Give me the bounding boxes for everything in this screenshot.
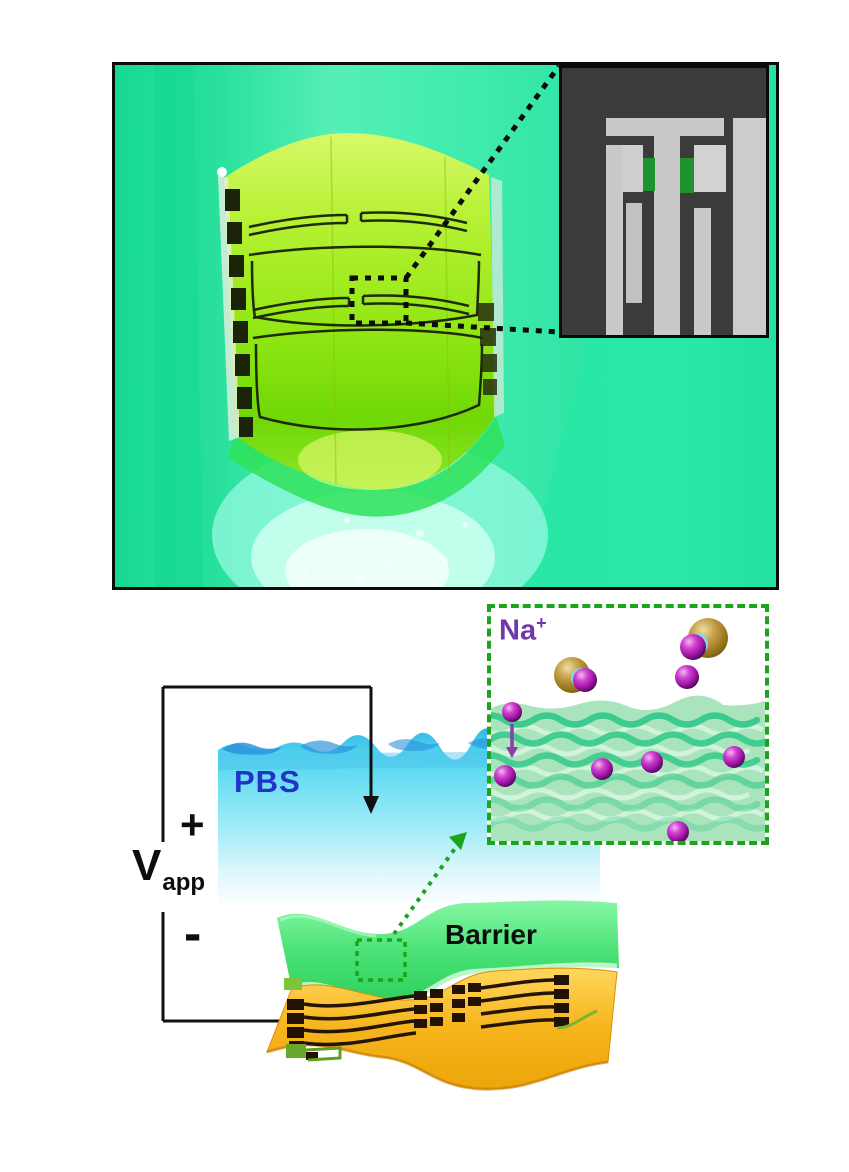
zoom-callout-square [355, 938, 407, 982]
voltage-subscript: app [162, 869, 206, 896]
substrate-electrodes [284, 975, 598, 1062]
electrode-right-head [694, 145, 726, 192]
sodium-ions [494, 665, 745, 841]
device-photo-panel [112, 62, 779, 590]
film-left-silver-edge [218, 175, 240, 441]
highlight-dot [217, 167, 227, 177]
electrode-top-bar [606, 118, 724, 136]
ion-path-arrow-icon [506, 724, 518, 758]
zoom-arrow-icon [392, 832, 467, 936]
electrode-center-stem [654, 136, 680, 335]
electrode-right-inner [694, 208, 711, 335]
current-arrow-icon [363, 796, 379, 814]
hydrated-ion-1 [554, 657, 597, 693]
micrograph-electrodes [606, 118, 766, 335]
electrode-traces [248, 211, 484, 431]
pbs-label: PBS [234, 764, 301, 799]
film-contact-pads-right [478, 303, 497, 395]
circuit-wire [161, 685, 373, 1023]
sensing-channel-left [643, 158, 655, 191]
na-charge-superscript: + [536, 613, 547, 633]
substrate-green-pad-top [284, 978, 302, 990]
micrograph-inset [559, 65, 769, 338]
barrier-mesh [491, 695, 765, 841]
callout-line-top [403, 65, 562, 280]
film-contact-pads-left [225, 189, 253, 437]
substrate-sheet [266, 967, 618, 1091]
callout-square [349, 275, 409, 326]
ion-inset: Na+ [487, 604, 769, 845]
minus-terminal-label: - [184, 905, 202, 963]
electrode-left-inner [626, 203, 642, 303]
electrode-left-outer [606, 145, 623, 335]
micrograph-art [562, 68, 766, 335]
magnify-callout [349, 65, 562, 335]
hydrated-ion-2 [680, 618, 728, 660]
sensing-channel-right [680, 158, 694, 193]
flexible-film [218, 133, 505, 517]
substrate-green-pad-bottom [286, 1044, 306, 1058]
plus-terminal-label: + [180, 801, 205, 848]
ion-inset-art [491, 618, 765, 841]
barrier-label: Barrier [445, 919, 537, 950]
na-plus-label: Na+ [499, 613, 547, 647]
schematic-panel: Na+ + - Vapp PBS Barrier [0, 600, 849, 1172]
applied-voltage-label: Vapp [132, 841, 206, 896]
electrode-right-pad [733, 118, 766, 335]
